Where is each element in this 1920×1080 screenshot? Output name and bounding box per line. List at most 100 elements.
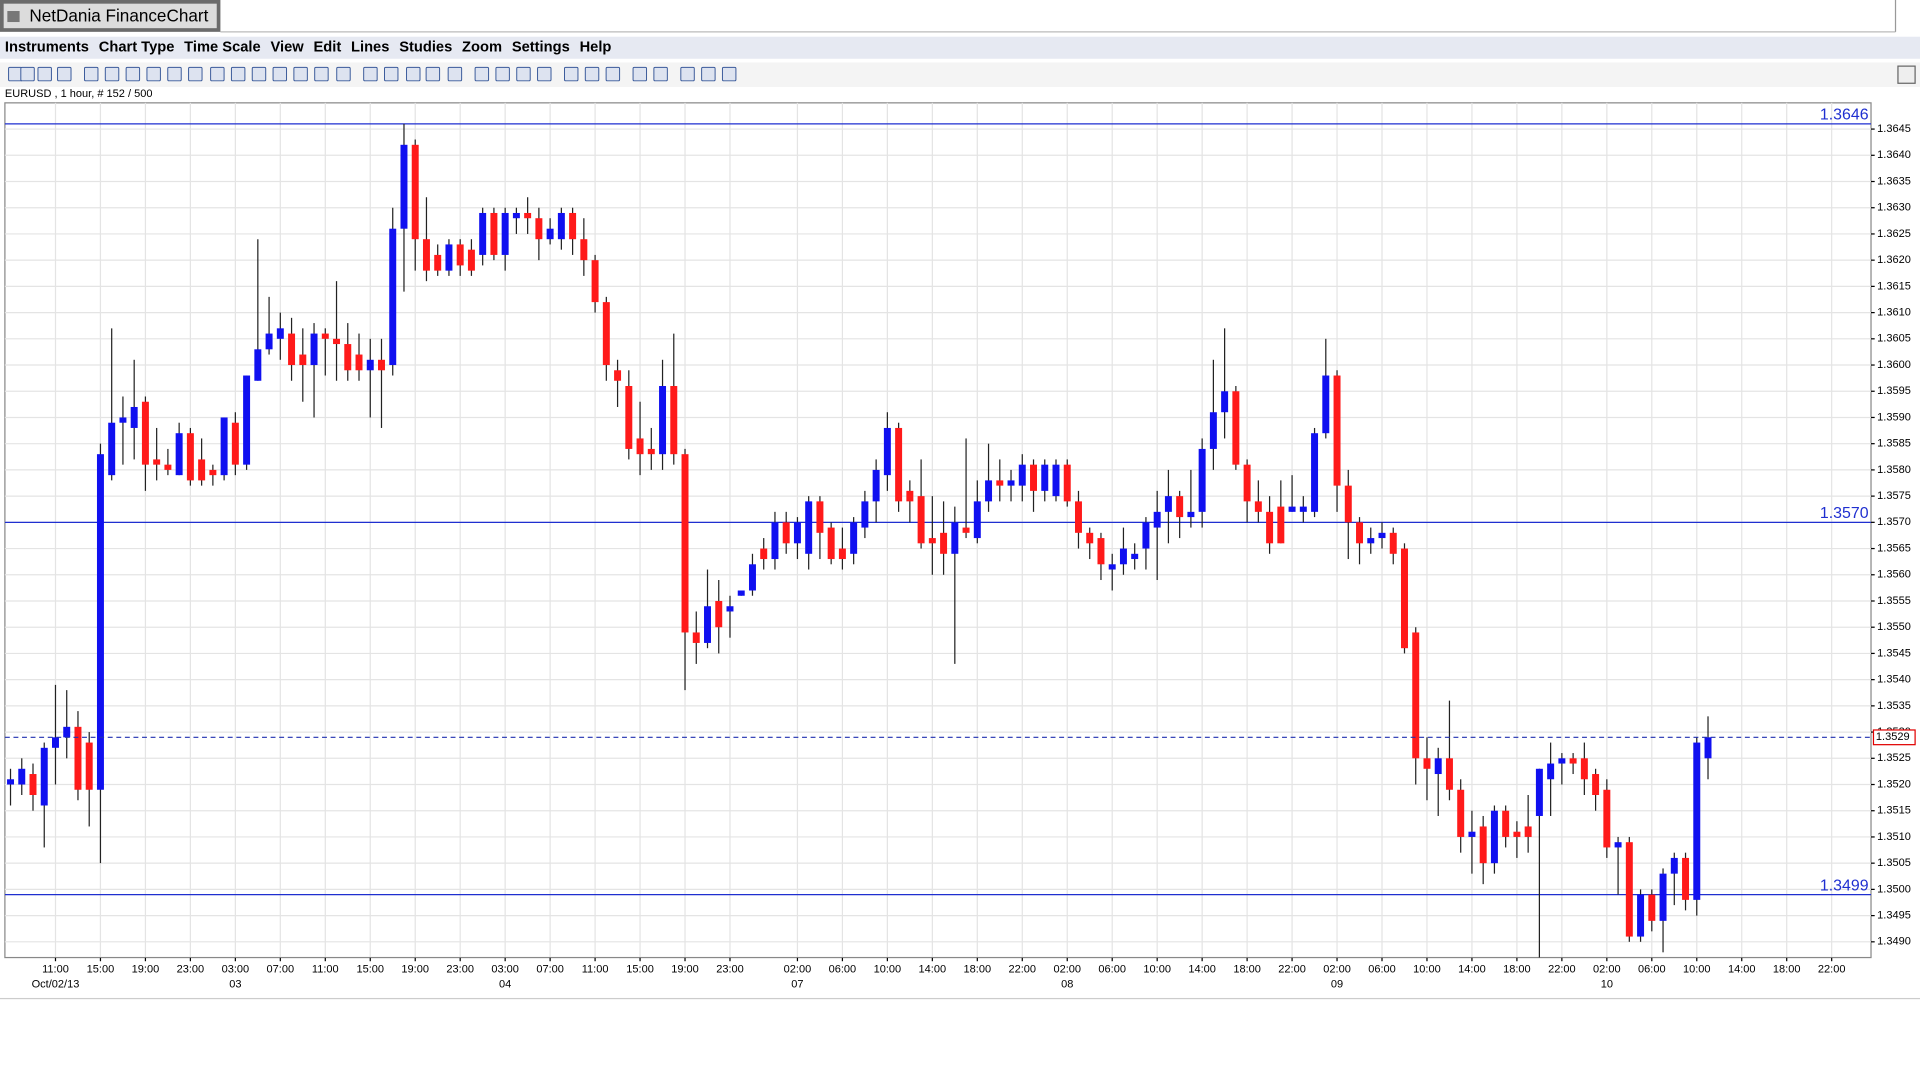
- tool-icon[interactable]: [1897, 65, 1916, 84]
- candle-body: [299, 354, 307, 366]
- tool-icon[interactable]: [57, 66, 72, 82]
- tool-icon[interactable]: [425, 66, 441, 82]
- y-tick-label: 1.3610: [1877, 307, 1911, 319]
- menu-item[interactable]: Edit: [313, 40, 341, 56]
- y-tick-label: 1.3510: [1877, 831, 1911, 843]
- tool-icon[interactable]: [447, 66, 463, 82]
- x-tick-label: 11:00: [42, 964, 69, 976]
- tool-icon[interactable]: [167, 66, 182, 82]
- candle-body: [1704, 737, 1712, 759]
- tool-icon[interactable]: [605, 66, 621, 82]
- candle-body: [467, 249, 475, 271]
- candle-body: [310, 333, 318, 366]
- tool-icon[interactable]: [125, 66, 141, 82]
- tool-icon[interactable]: [314, 66, 329, 82]
- tool-icon[interactable]: [84, 66, 99, 82]
- candle-body: [1401, 548, 1408, 649]
- candle-body: [1153, 511, 1161, 528]
- y-tick-label: 1.3635: [1877, 175, 1911, 187]
- tool-icon[interactable]: [537, 66, 552, 82]
- candle-body: [479, 212, 487, 255]
- y-tick-label: 1.3590: [1877, 411, 1911, 423]
- candle-body: [276, 328, 284, 339]
- tool-icon[interactable]: [188, 66, 203, 82]
- x-tick-label: 11:00: [582, 964, 609, 976]
- tool-icon[interactable]: [251, 66, 267, 82]
- x-tick-label: 03:00: [491, 964, 519, 976]
- x-tick-label: 15:00: [87, 964, 115, 976]
- candle-body: [726, 606, 734, 612]
- candle-body: [1479, 826, 1487, 864]
- candle-body: [18, 768, 26, 785]
- candle-body: [130, 406, 138, 428]
- menu-item[interactable]: Studies: [399, 40, 452, 56]
- tool-icon[interactable]: [230, 66, 246, 82]
- candle-body: [164, 464, 172, 470]
- tool-icon[interactable]: [104, 66, 120, 82]
- tool-icon[interactable]: [632, 66, 648, 82]
- candle-body: [186, 433, 194, 481]
- candle-body: [1558, 758, 1566, 764]
- menu-item[interactable]: Instruments: [5, 40, 89, 56]
- tool-icon[interactable]: [336, 66, 351, 82]
- tool-icon[interactable]: [653, 66, 668, 82]
- candle-body: [805, 501, 813, 554]
- candle-body: [1018, 464, 1026, 486]
- tool-icon[interactable]: [680, 66, 695, 82]
- y-tick-label: 1.3495: [1877, 910, 1911, 922]
- tool-icon[interactable]: [495, 66, 510, 82]
- candle-body: [1490, 810, 1498, 864]
- tool-icon[interactable]: [516, 66, 531, 82]
- menu-item[interactable]: Lines: [351, 40, 389, 56]
- x-tick-label: 14:00: [1188, 964, 1216, 976]
- tool-icon[interactable]: [406, 66, 421, 82]
- candle-body: [1670, 857, 1678, 874]
- menu-item[interactable]: Time Scale: [184, 40, 260, 56]
- y-tick-label: 1.3605: [1877, 333, 1911, 345]
- tool-icon[interactable]: [146, 66, 161, 82]
- tool-icon[interactable]: [564, 66, 579, 82]
- tool-icon[interactable]: [474, 66, 490, 82]
- tool-icon[interactable]: [363, 66, 378, 82]
- candle-body: [85, 742, 93, 790]
- tool-icon[interactable]: [701, 66, 716, 82]
- candle-body: [288, 333, 296, 366]
- candle-body: [580, 239, 588, 261]
- tool-icon[interactable]: [37, 66, 52, 82]
- tool-icon[interactable]: [384, 66, 399, 82]
- tool-icon[interactable]: [584, 66, 600, 82]
- candle-body: [74, 726, 82, 790]
- x-tick-label: 03:00: [222, 964, 250, 976]
- y-tick-label: 1.3615: [1877, 280, 1911, 292]
- tool-icon[interactable]: [721, 66, 737, 82]
- y-tick-label: 1.3625: [1877, 228, 1911, 240]
- candle-body: [1502, 810, 1510, 837]
- candle-body: [715, 600, 723, 628]
- menu-item[interactable]: Zoom: [462, 40, 502, 56]
- candle-body: [434, 254, 442, 271]
- x-tick-label: 15:00: [356, 964, 384, 976]
- candle-body: [1637, 894, 1645, 937]
- candle-body: [119, 417, 127, 423]
- menu-item[interactable]: Chart Type: [99, 40, 175, 56]
- plot: 1.3490 1.3495 1.3500 1.3505 1.3510 1.3515 1.35…: [4, 102, 1916, 990]
- candle-body: [1648, 894, 1656, 921]
- tool-icon[interactable]: [20, 66, 35, 82]
- tool-icon[interactable]: [210, 66, 225, 82]
- candle-body: [906, 490, 914, 502]
- tool-icon[interactable]: [272, 66, 288, 82]
- candle-body: [1131, 553, 1139, 560]
- title-tab-inner: [3, 3, 217, 29]
- candle-body: [1097, 538, 1105, 565]
- candle-body: [198, 459, 206, 481]
- menu-item[interactable]: View: [270, 40, 304, 56]
- date-label: 04: [499, 978, 511, 990]
- x-tick-label: 15:00: [626, 964, 654, 976]
- candle-body: [40, 747, 48, 806]
- tool-icon[interactable]: [8, 66, 23, 82]
- candle-body: [748, 564, 756, 591]
- tool-icon[interactable]: [293, 66, 308, 82]
- menu-item[interactable]: Help: [580, 40, 612, 56]
- candle-body: [344, 344, 352, 371]
- menu-item[interactable]: Settings: [512, 40, 570, 56]
